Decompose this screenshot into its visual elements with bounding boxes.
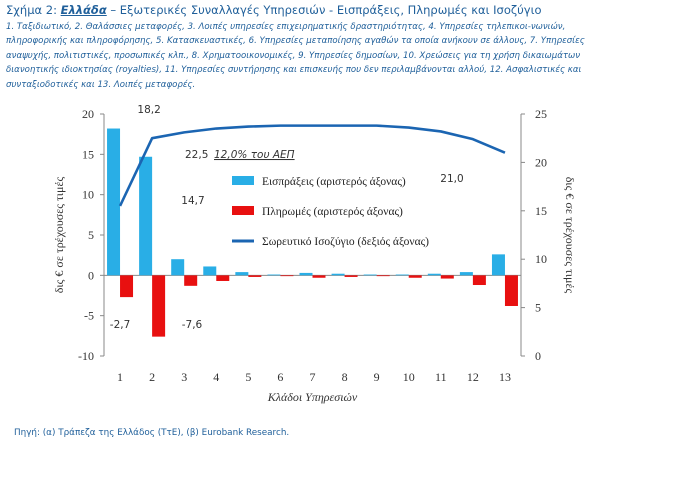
receipts-bar — [235, 272, 249, 276]
receipts-bar — [491, 254, 505, 276]
legend-label-payments: Πληρωμές (αριστερός άξονας) — [262, 206, 403, 218]
payments-bar — [216, 275, 230, 281]
x-tick-label: 7 — [310, 370, 316, 384]
x-tick-label: 1 — [117, 370, 123, 384]
receipts-bar — [331, 273, 345, 276]
legend-swatch-receipts — [232, 176, 254, 185]
x-tick-label: 2 — [149, 370, 155, 384]
receipts-bar — [395, 274, 409, 276]
x-tick-label: 10 — [403, 370, 415, 384]
payments-bar — [152, 275, 166, 337]
x-tick-label: 11 — [435, 370, 447, 384]
source-note: Πηγή: (α) Τράπεζα της Ελλάδος (ΤτΕ), (β)… — [14, 428, 290, 438]
legend-label-receipts: Εισπράξεις (αριστερός άξονας) — [262, 176, 406, 188]
left-tick-label: 20 — [82, 107, 94, 121]
receipts-bar — [139, 156, 153, 276]
payments-bar — [504, 275, 518, 306]
left-tick-label: 0 — [88, 268, 94, 282]
right-tick-label: 10 — [535, 252, 547, 266]
figure-number: Σχήμα 2: — [6, 3, 61, 17]
receipts-bar — [203, 266, 217, 276]
payments-bar — [280, 275, 294, 277]
left-tick-label: -10 — [78, 349, 94, 363]
data-label-receipts-1: 18,2 — [137, 104, 160, 116]
left-tick-label: 10 — [82, 188, 94, 202]
x-tick-label: 12 — [467, 370, 479, 384]
x-tick-label: 8 — [342, 370, 348, 384]
right-tick-label: 5 — [535, 301, 541, 315]
receipts-bar — [363, 274, 377, 276]
x-tick-label: 5 — [245, 370, 251, 384]
receipts-bar — [107, 128, 121, 276]
payments-bar — [472, 275, 486, 286]
right-tick-label: 0 — [535, 349, 541, 363]
x-tick-label: 9 — [374, 370, 380, 384]
receipts-bar — [267, 274, 281, 276]
right-tick-label: 15 — [535, 204, 547, 218]
figure-title: Σχήμα 2: Ελλάδα – Εξωτερικές Συναλλαγές … — [6, 3, 674, 17]
data-label-balance-2: 22,5 — [185, 149, 208, 161]
payments-bar — [248, 275, 262, 277]
left-tick-label: -5 — [84, 309, 94, 323]
figure-country: Ελλάδα — [60, 3, 107, 17]
payments-bar — [312, 275, 326, 278]
x-tick-label: 4 — [213, 370, 219, 384]
right-axis-title: δις € σε τρέχουσες τιμές — [563, 177, 577, 294]
data-label-payments-1: -2,7 — [110, 319, 131, 331]
right-tick-label: 20 — [535, 155, 547, 169]
balance-annotation: 12,0% του ΑΕΠ — [214, 149, 295, 161]
left-tick-label: 15 — [82, 147, 94, 161]
x-tick-label: 13 — [499, 370, 511, 384]
legend-label-balance: Σωρευτικό Ισοζύγιο (δεξιός άξονας) — [262, 236, 429, 248]
left-axis-title: δις € σε τρέχουσες τιμές — [52, 176, 66, 293]
payments-bar — [408, 275, 422, 278]
data-label-payments-2: -7,6 — [182, 319, 203, 331]
receipts-bar — [427, 273, 441, 276]
x-tick-label: 3 — [181, 370, 187, 384]
legend-swatch-payments — [232, 206, 254, 215]
payments-bar — [120, 275, 134, 298]
balance-line — [118, 124, 506, 207]
x-tick-label: 6 — [277, 370, 283, 384]
receipts-bar — [459, 272, 473, 276]
category-notes: 1. Ταξιδιωτικό, 2. Θαλάσσιες μεταφορές, … — [6, 22, 585, 90]
left-tick-label: 5 — [88, 228, 94, 242]
receipts-bar — [299, 272, 313, 276]
right-tick-label: 25 — [535, 107, 547, 121]
data-label-balance-13: 21,0 — [440, 173, 463, 185]
data-label-receipts-2: 14,7 — [181, 195, 204, 207]
figure-title-text: – Εξωτερικές Συναλλαγές Υπηρεσιών - Εισπ… — [106, 3, 542, 17]
x-axis-title: Κλάδοι Υπηρεσιών — [267, 390, 358, 404]
payments-bar — [376, 275, 390, 277]
payments-bar — [344, 275, 358, 277]
payments-bar — [440, 275, 454, 279]
payments-bar — [184, 275, 198, 286]
receipts-bar — [171, 259, 185, 276]
